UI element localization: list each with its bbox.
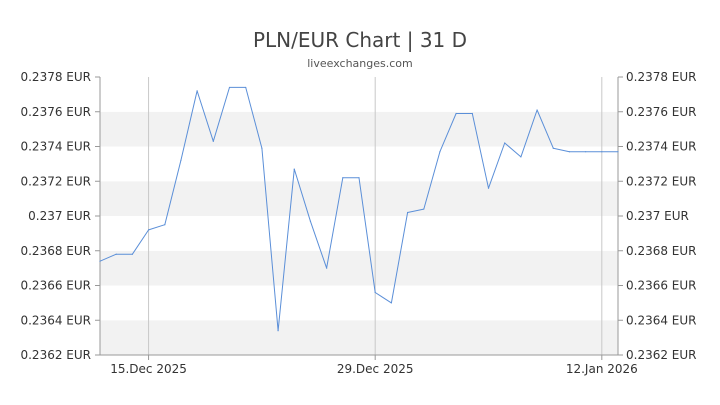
grid-band — [100, 181, 618, 216]
data-point — [326, 267, 328, 269]
data-point — [439, 151, 441, 153]
data-point — [585, 151, 587, 153]
y-tick-label-right: 0.237 EUR — [626, 209, 689, 223]
data-point — [536, 109, 538, 111]
data-point — [487, 187, 490, 189]
data-point — [164, 224, 166, 226]
data-point — [99, 260, 101, 262]
data-point — [245, 86, 247, 89]
y-tick-label: 0.2376 EUR — [20, 105, 91, 119]
x-tick-label: 29.Dec 2025 — [337, 362, 414, 376]
y-tick-label-right: 0.2374 EUR — [626, 140, 697, 154]
data-point — [552, 147, 554, 149]
data-point — [471, 112, 473, 115]
y-tick-label-right: 0.2372 EUR — [626, 174, 697, 188]
data-point — [293, 168, 295, 170]
data-point — [115, 253, 117, 255]
y-tick-label: 0.2368 EUR — [20, 244, 91, 258]
y-tick-label: 0.237 EUR — [28, 209, 91, 223]
data-point — [358, 177, 360, 179]
grid-band — [100, 111, 618, 147]
grid-band — [100, 146, 618, 182]
x-ticks: 15.Dec 2025 29.Dec 2025 12.Jan 2026 — [110, 355, 638, 376]
y-tick-label: 0.2378 EUR — [20, 70, 91, 84]
chart-subtitle: liveexchanges.com — [307, 57, 412, 70]
grid-band — [100, 250, 618, 286]
data-point — [455, 112, 457, 115]
data-point — [374, 291, 376, 294]
y-tick-label-right: 0.2362 EUR — [626, 348, 697, 362]
y-tick-label: 0.2366 EUR — [20, 279, 91, 293]
y-tick-label: 0.2364 EUR — [20, 313, 91, 327]
y-tick-label-right: 0.2378 EUR — [626, 70, 697, 84]
grid-band — [100, 285, 618, 321]
grid-band — [100, 77, 618, 112]
chart-title: PLN/EUR Chart | 31 D — [253, 28, 467, 52]
series-group — [99, 86, 619, 332]
y-tick-label: 0.2372 EUR — [20, 174, 91, 188]
data-point — [601, 151, 603, 153]
data-point — [131, 253, 133, 255]
data-point — [520, 156, 522, 158]
data-point — [423, 208, 425, 210]
data-point — [309, 220, 312, 222]
data-point — [277, 330, 279, 332]
y-tick-label: 0.2362 EUR — [20, 348, 91, 362]
grid-band — [100, 320, 618, 355]
y-tick-label-right: 0.2368 EUR — [626, 244, 697, 258]
data-point — [617, 151, 619, 153]
data-point — [504, 142, 506, 144]
y-tick-label-right: 0.2376 EUR — [626, 105, 697, 119]
x-tick-label: 15.Dec 2025 — [110, 362, 187, 376]
data-point — [180, 159, 182, 161]
grid-bands — [100, 77, 618, 355]
data-point — [196, 90, 198, 92]
x-tick-label: 12.Jan 2026 — [566, 362, 638, 376]
y-tick-label-right: 0.2364 EUR — [626, 313, 697, 327]
data-point — [406, 211, 409, 214]
data-point — [390, 302, 392, 304]
y-ticks-left: 0.2362 EUR 0.2364 EUR 0.2366 EUR 0.2368 EUR… — [20, 70, 100, 362]
data-point — [212, 140, 214, 142]
y-tick-label-right: 0.2366 EUR — [626, 279, 697, 293]
data-point — [568, 151, 571, 153]
y-tick-label: 0.2374 EUR — [20, 140, 91, 154]
y-ticks-right: 0.2362 EUR 0.2364 EUR 0.2366 EUR 0.2368 EUR… — [618, 70, 697, 362]
data-point — [147, 229, 150, 231]
data-point — [261, 147, 263, 149]
data-point — [228, 86, 231, 89]
grid-band — [100, 216, 618, 251]
vertical-gridlines — [148, 77, 603, 355]
data-point — [342, 177, 344, 179]
